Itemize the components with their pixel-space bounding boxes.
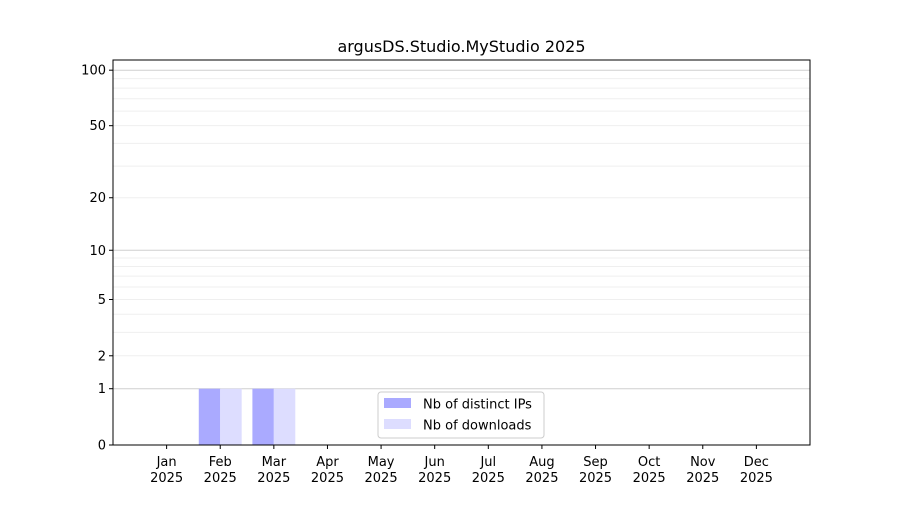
- x-tick-label: Jun 2025: [418, 455, 451, 486]
- bar-distinct-ips: [198, 388, 221, 445]
- bar-distinct-ips: [252, 388, 274, 445]
- y-tick-label: 50: [89, 119, 106, 134]
- x-tick-label: Apr 2025: [311, 455, 344, 486]
- x-tick-label: Mar 2025: [257, 455, 290, 486]
- legend-label-downloads: Nb of downloads: [423, 419, 532, 434]
- plot-frame: [112, 59, 811, 446]
- legend: Nb of distinct IPs Nb of downloads: [377, 391, 545, 439]
- y-tick-label: 0: [98, 439, 106, 454]
- legend-swatch-downloads: [384, 419, 411, 429]
- y-tick-label: 2: [98, 349, 106, 364]
- y-tick-label: 5: [98, 293, 106, 308]
- x-tick-label: Sep 2025: [579, 455, 612, 486]
- bar-downloads: [273, 388, 296, 445]
- legend-label-ips: Nb of distinct IPs: [423, 398, 532, 413]
- x-tick-label: Oct 2025: [633, 455, 666, 486]
- y-tick-label: 10: [89, 244, 106, 259]
- x-tick-label: Feb 2025: [204, 455, 237, 486]
- x-tick-label: Nov 2025: [686, 455, 719, 486]
- x-tick-label: Aug 2025: [525, 455, 558, 486]
- legend-swatch-ips: [384, 398, 411, 408]
- x-tick-label: May 2025: [365, 455, 398, 486]
- x-tick-label: Jan 2025: [150, 455, 183, 486]
- y-tick-label: 1: [98, 382, 106, 397]
- chart-title: argusDS.Studio.MyStudio 2025: [337, 37, 585, 56]
- x-tick-label: Jul 2025: [472, 455, 505, 486]
- bar-downloads: [220, 388, 242, 445]
- legend-box: [377, 391, 545, 439]
- x-tick-label: Dec 2025: [740, 455, 773, 486]
- y-tick-label: 20: [89, 191, 106, 206]
- y-tick-label: 100: [81, 64, 106, 79]
